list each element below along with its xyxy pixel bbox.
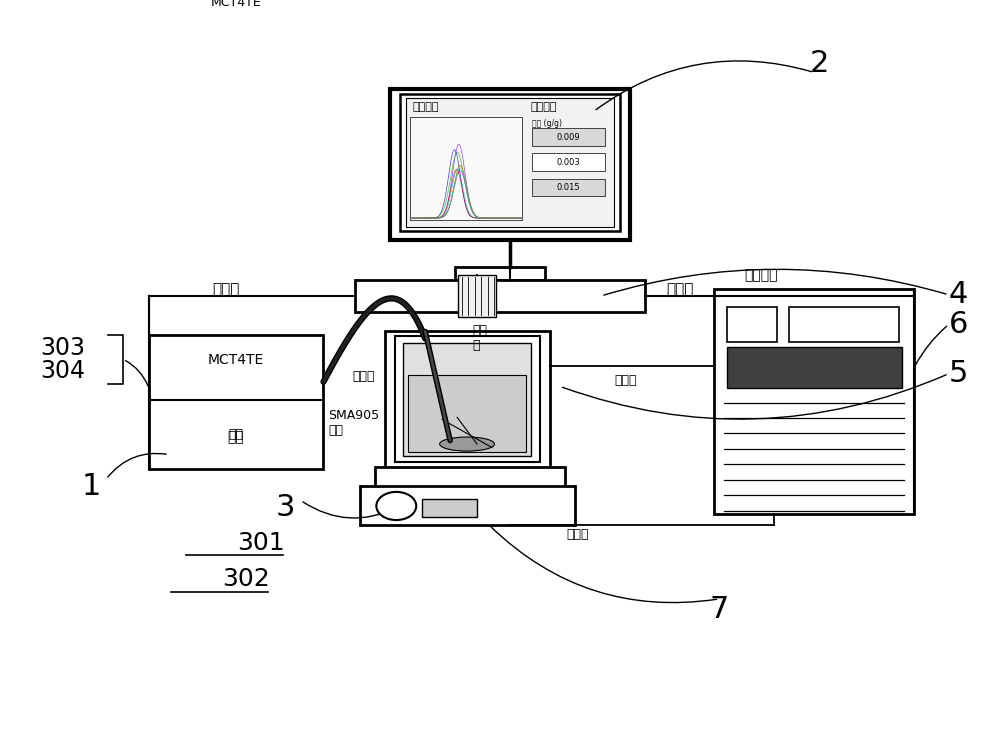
Text: 303: 303 (41, 335, 86, 360)
Text: 浓度预测: 浓度预测 (530, 102, 557, 112)
FancyBboxPatch shape (360, 487, 575, 525)
Text: 2: 2 (809, 49, 829, 79)
Text: 7: 7 (710, 595, 729, 624)
Text: 0.003: 0.003 (557, 158, 580, 167)
Text: 1: 1 (81, 472, 101, 501)
Text: 0.015: 0.015 (557, 184, 580, 192)
FancyBboxPatch shape (149, 335, 323, 469)
Text: 回水管: 回水管 (615, 374, 637, 388)
Text: 5: 5 (949, 359, 968, 388)
FancyBboxPatch shape (532, 128, 605, 145)
Text: 0.009: 0.009 (557, 133, 580, 142)
Text: 温控设备: 温控设备 (744, 268, 778, 282)
FancyBboxPatch shape (395, 336, 540, 462)
Text: 304: 304 (41, 359, 86, 383)
FancyBboxPatch shape (455, 267, 545, 280)
FancyBboxPatch shape (422, 499, 477, 517)
Text: 出气口: 出气口 (352, 370, 375, 383)
FancyBboxPatch shape (406, 98, 614, 228)
FancyBboxPatch shape (789, 307, 899, 342)
Text: 进气
口: 进气 口 (472, 324, 487, 352)
FancyBboxPatch shape (410, 117, 522, 220)
Text: 浓度 (g/g): 浓度 (g/g) (532, 119, 562, 128)
Text: 302: 302 (222, 567, 270, 591)
FancyBboxPatch shape (532, 178, 605, 196)
FancyBboxPatch shape (400, 93, 620, 231)
Text: MCT4TE: MCT4TE (211, 0, 262, 10)
Text: 数据线: 数据线 (212, 283, 239, 298)
FancyBboxPatch shape (375, 467, 565, 487)
FancyBboxPatch shape (727, 347, 902, 388)
FancyBboxPatch shape (532, 153, 605, 171)
Text: 3: 3 (276, 493, 295, 522)
Text: 6: 6 (949, 310, 968, 339)
FancyBboxPatch shape (403, 344, 531, 456)
Ellipse shape (440, 437, 495, 451)
FancyBboxPatch shape (385, 332, 550, 469)
Text: 光谱采集: 光谱采集 (412, 102, 439, 112)
Text: 出水管: 出水管 (567, 528, 589, 541)
Circle shape (376, 492, 416, 520)
Text: MCT4TE: MCT4TE (208, 352, 264, 366)
Text: 数据线: 数据线 (666, 283, 693, 298)
Text: SMA905
接口: SMA905 接口 (328, 409, 380, 437)
FancyBboxPatch shape (408, 375, 526, 452)
FancyBboxPatch shape (458, 275, 496, 317)
Text: 301: 301 (237, 531, 284, 555)
FancyBboxPatch shape (390, 89, 630, 240)
FancyBboxPatch shape (727, 307, 777, 342)
FancyBboxPatch shape (714, 289, 914, 515)
FancyBboxPatch shape (355, 280, 645, 312)
Text: 光源: 光源 (229, 428, 244, 441)
Text: 4: 4 (949, 280, 968, 309)
Text: 光源: 光源 (227, 430, 244, 444)
